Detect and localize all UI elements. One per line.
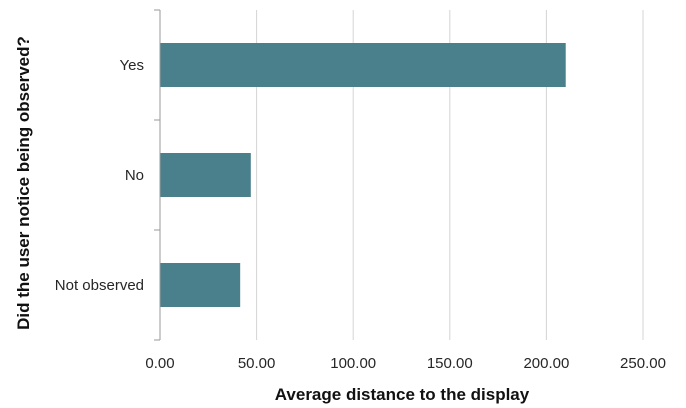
y-axis-title: Did the user notice being observed?	[14, 36, 33, 330]
x-tick-label: 50.00	[238, 355, 276, 372]
x-tick-label: 150.00	[427, 355, 473, 372]
bars	[160, 43, 566, 307]
x-tick-label: 200.00	[523, 355, 569, 372]
tick-labels: 0.00 50.00 100.00 150.00 200.00 250.00 Yes No No…	[55, 57, 666, 372]
x-tick-label: 100.00	[330, 355, 376, 372]
bar	[160, 43, 566, 87]
x-axis-title: Average distance to the display	[275, 385, 530, 404]
x-tick-label: 0.00	[145, 355, 174, 372]
y-tick-label: Not observed	[55, 277, 144, 294]
bar	[160, 153, 251, 197]
bar	[160, 263, 240, 307]
x-tick-label: 250.00	[620, 355, 666, 372]
y-tick-label: Yes	[120, 57, 144, 74]
y-tick-label: No	[125, 167, 144, 184]
axes	[154, 10, 160, 340]
